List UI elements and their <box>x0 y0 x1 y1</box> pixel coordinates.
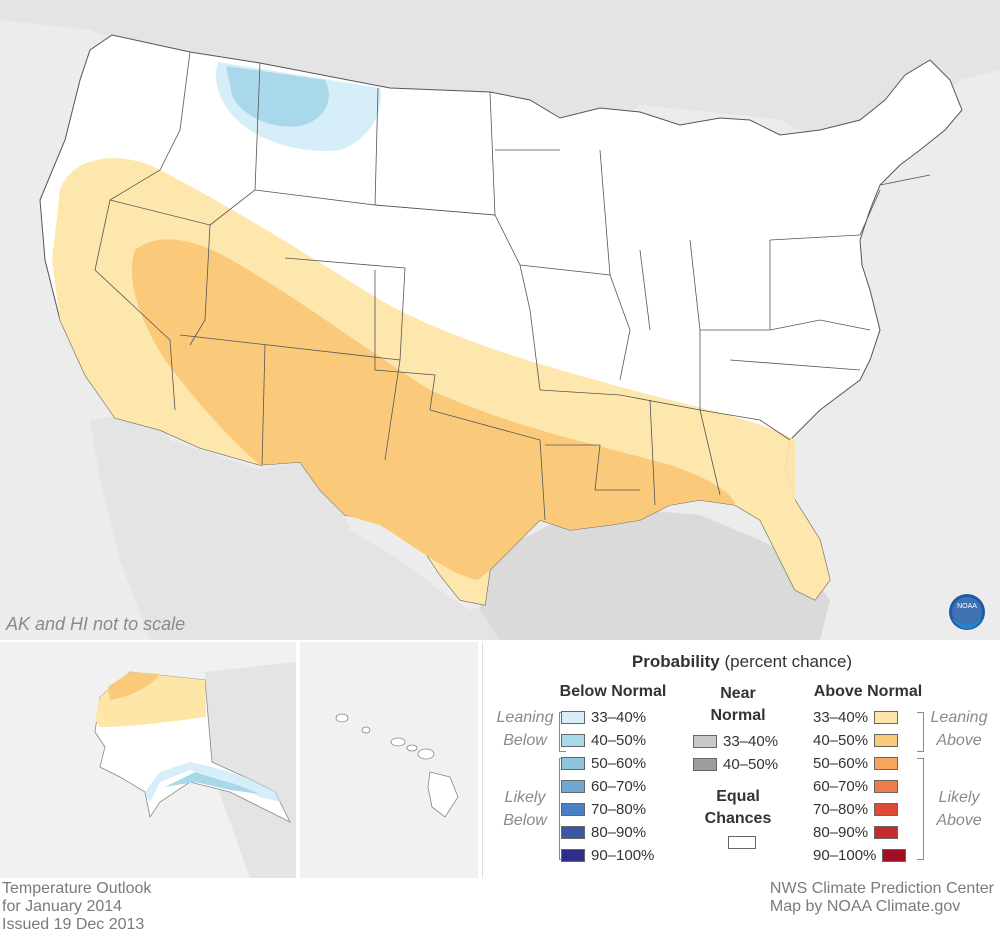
canada-land-ak <box>205 662 296 878</box>
below-normal-swatch <box>561 710 585 724</box>
below-normal-row: 90–100% <box>561 844 654 866</box>
above-normal-label: 60–70% <box>813 777 869 795</box>
above-normal-row: 33–40% <box>813 706 899 728</box>
ak-above-40-50 <box>108 672 160 700</box>
likely-below-below: Below <box>503 812 547 829</box>
legend-title-bold: Probability <box>631 652 720 671</box>
above-normal-swatch <box>874 825 899 839</box>
canada-land <box>0 0 1000 140</box>
below-normal-swatch <box>561 779 585 793</box>
ak-below-33-40 <box>145 762 280 802</box>
below-normal-label: 90–100% <box>591 846 655 864</box>
hawaii-inset-svg <box>300 642 478 878</box>
below-normal-swatch <box>561 802 585 816</box>
above-normal-row: 70–80% <box>813 798 899 820</box>
above-normal-swatch <box>874 779 899 793</box>
below-normal-row: 33–40% <box>561 706 646 728</box>
below-normal-swatch <box>561 848 585 862</box>
above-normal-label: 80–90% <box>813 823 869 841</box>
likely-above-bracket <box>917 758 924 860</box>
legend-title: Probability (percent chance) <box>483 652 1000 672</box>
alaska-inset <box>0 642 296 878</box>
below-normal-header: Below Normal <box>559 683 667 700</box>
near-normal-label: 33–40% <box>723 732 779 750</box>
likely-above-above: Above <box>936 812 982 829</box>
above-normal-row: 80–90% <box>813 821 899 843</box>
issue-date: Issued 19 Dec 2013 <box>2 916 145 933</box>
above-normal-swatch <box>874 756 899 770</box>
leaning-above-above: Above <box>936 732 982 749</box>
below-normal-label: 40–50% <box>591 731 647 749</box>
below-normal-label: 60–70% <box>591 777 647 795</box>
alaska-inset-svg <box>0 642 296 878</box>
likely-below-label: Likely Below <box>485 786 565 832</box>
source-credit: NWS Climate Prediction Center <box>769 880 994 897</box>
below-40-50-area <box>226 66 329 127</box>
above-normal-header: Above Normal <box>813 683 923 700</box>
below-normal-label: 33–40% <box>591 708 647 726</box>
footer-right: NWS Climate Prediction Center Map by NOA… <box>770 880 994 916</box>
below-normal-row: 80–90% <box>561 821 646 843</box>
leaning-below-word: Leaning <box>496 709 554 726</box>
scale-note: AK and HI not to scale <box>6 614 186 634</box>
legend-panel: Probability (percent chance) Below Norma… <box>482 642 1000 878</box>
above-normal-label: 40–50% <box>813 731 869 749</box>
above-normal-row: 40–50% <box>813 729 899 751</box>
hawaii-inset <box>300 642 478 878</box>
above-normal-swatch <box>874 710 899 724</box>
legend-title-rest: (percent chance) <box>724 652 853 671</box>
noaa-logo-text: NOAA <box>957 603 977 610</box>
map-credit: Map by NOAA Climate.gov <box>769 898 961 915</box>
below-normal-row: 70–80% <box>561 798 646 820</box>
leaning-above-label: Leaning Above <box>921 706 997 752</box>
below-normal-row: 50–60% <box>561 752 646 774</box>
equal-chances-header: Equal Chances <box>704 788 772 827</box>
leaning-below-label: Leaning Below <box>485 706 565 752</box>
leaning-above-bracket <box>917 712 924 752</box>
hawaii-islands <box>335 713 459 818</box>
likely-above-word: Likely <box>938 789 980 806</box>
below-normal-swatch <box>561 733 585 747</box>
below-normal-swatch <box>561 756 585 770</box>
above-normal-row: 90–100% <box>813 844 907 866</box>
above-normal-label: 33–40% <box>813 708 869 726</box>
equal-chances-swatch <box>728 836 756 849</box>
above-normal-label: 70–80% <box>813 800 869 818</box>
outlook-title: Temperature Outlook <box>2 880 152 897</box>
below-normal-row: 60–70% <box>561 775 646 797</box>
noaa-logo: NOAA <box>949 594 985 630</box>
ak-below-40-50 <box>165 772 260 794</box>
likely-above-label: Likely Above <box>921 786 997 832</box>
above-normal-row: 50–60% <box>813 752 899 774</box>
near-normal-label: 40–50% <box>723 755 779 773</box>
above-40-50-band <box>131 239 736 581</box>
below-normal-row: 40–50% <box>561 729 646 751</box>
above-normal-swatch <box>882 848 907 862</box>
above-normal-label: 90–100% <box>813 846 877 864</box>
leaning-above-word: Leaning <box>930 709 988 726</box>
near-normal-header: Near Normal <box>710 685 766 724</box>
above-normal-swatch <box>874 733 899 747</box>
above-normal-swatch <box>874 802 899 816</box>
below-normal-label: 70–80% <box>591 800 647 818</box>
below-normal-label: 80–90% <box>591 823 647 841</box>
conus-map-svg: NOAA <box>0 0 1000 640</box>
near-normal-swatch <box>693 734 717 748</box>
near-normal-row: 33–40% <box>693 730 778 752</box>
below-normal-swatch <box>561 825 585 839</box>
conus-map: NOAA AK and HI not to scale <box>0 0 1000 640</box>
outlook-period: for January 2014 <box>2 898 123 915</box>
below-normal-label: 50–60% <box>591 754 647 772</box>
leaning-below-below: Below <box>503 732 547 749</box>
mexico-land <box>90 410 520 640</box>
near-normal-swatch <box>693 757 717 771</box>
near-normal-row: 40–50% <box>693 753 778 775</box>
state-borders <box>94 51 931 521</box>
footer-left: Temperature Outlook for January 2014 Iss… <box>2 880 151 934</box>
gulf-water <box>480 510 830 640</box>
above-normal-label: 50–60% <box>813 754 869 772</box>
above-normal-row: 60–70% <box>813 775 899 797</box>
likely-below-word: Likely <box>504 789 546 806</box>
